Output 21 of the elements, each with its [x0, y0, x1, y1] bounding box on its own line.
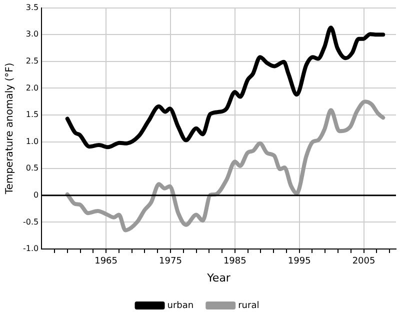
y-tick-label: 1.5: [26, 110, 39, 120]
y-tick-label: 2.5: [26, 56, 39, 66]
x-tick-label: 2005: [352, 256, 376, 267]
legend-label: urban: [167, 300, 194, 311]
y-tick-label: 3.0: [26, 30, 39, 39]
legend-label: rural: [238, 300, 260, 311]
y-tick-label: 3.5: [26, 2, 39, 12]
line-series: [65, 100, 386, 232]
y-axis-title: Temperature anomaly (°F): [4, 62, 16, 196]
y-tick-label: 1.0: [26, 136, 39, 146]
y-tick-label: 0: [34, 190, 39, 200]
x-tick-label: 1965: [94, 256, 118, 267]
x-axis-title: Year: [206, 271, 231, 284]
y-tick-label: -0.5: [23, 217, 39, 226]
y-tick-label: -1.0: [23, 244, 39, 254]
y-tick-label: 2.0: [26, 83, 39, 92]
y-tick-label: 0.5: [26, 164, 39, 173]
x-tick-label: 1995: [288, 256, 311, 267]
line-series: [65, 26, 386, 150]
x-tick-label: 1985: [223, 256, 246, 267]
x-tick-label: 1975: [159, 256, 182, 267]
